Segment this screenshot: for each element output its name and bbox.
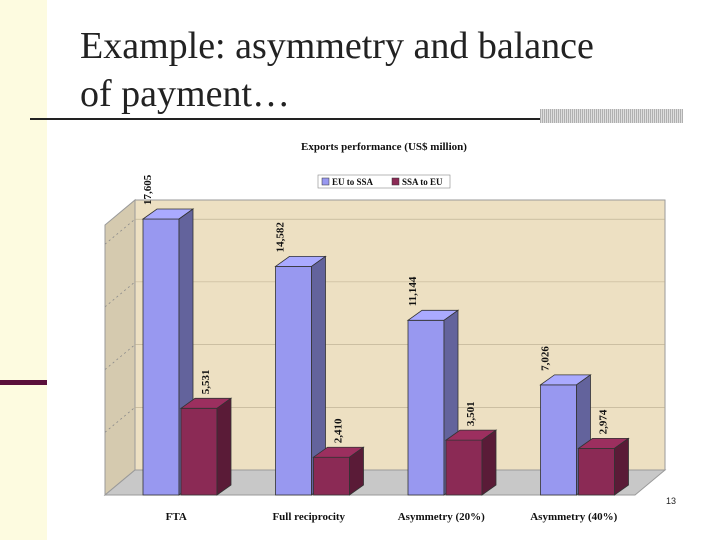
- title-rule-box: [540, 109, 683, 123]
- data-label: 5,531: [200, 370, 212, 395]
- gridline-side: [104, 344, 136, 370]
- legend-box: [317, 174, 451, 189]
- title-underline: [30, 118, 540, 120]
- data-label: 11,144: [407, 276, 419, 306]
- data-label: 3,501: [465, 401, 477, 426]
- bar-front: [445, 439, 483, 496]
- bar-side: [614, 437, 629, 496]
- category-label: Asymmetry (20%): [398, 511, 485, 523]
- chart-legend: EU to SSA SSA to EU: [317, 174, 451, 189]
- bar-front: [407, 319, 445, 496]
- bar-front: [142, 218, 180, 496]
- category-label: Full reciprocity: [272, 511, 345, 523]
- legend-swatch: [391, 177, 400, 186]
- legend-swatch: [321, 177, 330, 186]
- gridline-side: [104, 218, 136, 245]
- chart-title: Exports performance (US$ million): [301, 141, 467, 153]
- bar-front: [313, 456, 350, 496]
- data-label: 7,026: [540, 346, 552, 371]
- legend-label: SSA to EU: [402, 177, 443, 187]
- bar-side: [481, 429, 497, 496]
- plot-area: 17,605 5,531 FTA 14,582 2,410 Full reciprocit…: [103, 174, 667, 523]
- category-label: FTA: [166, 511, 187, 523]
- bar-front: [275, 265, 312, 496]
- bar-side: [216, 397, 232, 496]
- gridline-side: [104, 406, 136, 433]
- data-label: 17,605: [142, 174, 154, 205]
- gridline-side: [104, 281, 136, 308]
- left-decor-band: [0, 0, 47, 540]
- data-label: 14,582: [275, 222, 287, 253]
- data-label: 2,410: [333, 418, 345, 443]
- slide-title: Example: asymmetry and balance of paymen…: [80, 25, 594, 115]
- left-accent-bar: [0, 380, 47, 385]
- legend-label: EU to SSA: [332, 177, 374, 187]
- page-number: 13: [666, 496, 677, 506]
- data-label: 2,974: [598, 409, 610, 434]
- plot-side-wall: [104, 198, 136, 497]
- bar-front: [540, 384, 577, 496]
- category-label: Asymmetry (40%): [530, 511, 617, 523]
- bar-front: [578, 447, 615, 496]
- bar-front: [180, 407, 218, 496]
- bar-side: [349, 446, 364, 496]
